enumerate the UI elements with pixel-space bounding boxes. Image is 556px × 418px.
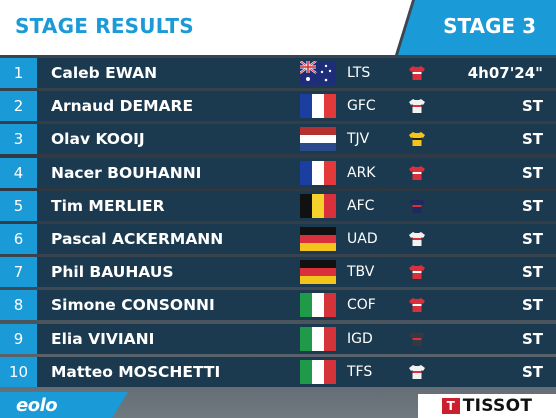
result-bar: Simone CONSONNI COF ST bbox=[37, 290, 556, 321]
rider-name: Arnaud DEMARE bbox=[51, 97, 194, 116]
tissot-logo: T TISSOT bbox=[418, 394, 556, 418]
team-code: LTS bbox=[347, 65, 371, 81]
france-flag-icon bbox=[300, 94, 336, 119]
rank-cell: 4 bbox=[0, 157, 37, 188]
rank-cell: 1 bbox=[0, 58, 37, 88]
table-row: 5 Tim MERLIER AFC ST bbox=[0, 190, 556, 221]
table-row: 1 Caleb EWAN LTS 4h07'24" bbox=[0, 58, 556, 88]
result-bar: Phil BAUHAUS TBV ST bbox=[37, 257, 556, 288]
result-bar: Nacer BOUHANNI ARK ST bbox=[37, 157, 556, 188]
jersey-red-icon bbox=[409, 265, 425, 280]
jersey-red-icon bbox=[409, 298, 425, 313]
rank-cell: 2 bbox=[0, 91, 37, 122]
stage-label: STAGE 3 bbox=[443, 14, 536, 38]
result-bar: Tim MERLIER AFC ST bbox=[37, 190, 556, 221]
result-time: ST bbox=[521, 296, 543, 315]
italy-flag-icon bbox=[300, 293, 336, 318]
team-code: ARK bbox=[347, 164, 376, 181]
rank-cell: 5 bbox=[0, 190, 37, 221]
result-time: ST bbox=[521, 163, 543, 182]
table-row: 2 Arnaud DEMARE GFC ST bbox=[0, 91, 556, 122]
jersey-yellow-icon bbox=[409, 132, 425, 147]
jersey-red-icon bbox=[409, 165, 425, 180]
rank-cell: 3 bbox=[0, 124, 37, 155]
result-bar: Caleb EWAN LTS 4h07'24" bbox=[37, 58, 556, 88]
rank-cell: 9 bbox=[0, 323, 37, 354]
team-code: COF bbox=[347, 297, 376, 314]
page-title: STAGE RESULTS bbox=[15, 14, 194, 38]
jersey-red-icon bbox=[409, 66, 425, 80]
rider-name: Simone CONSONNI bbox=[51, 296, 215, 315]
rider-name: Matteo MOSCHETTI bbox=[51, 362, 221, 381]
rank-cell: 10 bbox=[0, 356, 37, 387]
result-bar: Matteo MOSCHETTI TFS ST bbox=[37, 356, 556, 387]
table-row: 7 Phil BAUHAUS TBV ST bbox=[0, 257, 556, 288]
australia-flag-icon bbox=[300, 61, 336, 85]
italy-flag-icon bbox=[300, 326, 336, 351]
result-time: ST bbox=[521, 329, 543, 348]
team-code: IGD bbox=[347, 330, 373, 347]
rank-cell: 7 bbox=[0, 257, 37, 288]
team-code: GFC bbox=[347, 98, 376, 115]
table-row: 4 Nacer BOUHANNI ARK ST bbox=[0, 157, 556, 188]
rider-name: Caleb EWAN bbox=[51, 64, 158, 82]
netherlands-flag-icon bbox=[300, 127, 336, 152]
belgium-flag-icon bbox=[300, 193, 336, 218]
table-row: 8 Simone CONSONNI COF ST bbox=[0, 290, 556, 321]
result-time: ST bbox=[521, 130, 543, 149]
team-code: TBV bbox=[347, 264, 375, 281]
rider-name: Pascal ACKERMANN bbox=[51, 229, 224, 248]
jersey-white-icon bbox=[409, 231, 425, 246]
team-code: UAD bbox=[347, 230, 378, 247]
rider-name: Elia VIVIANI bbox=[51, 329, 155, 348]
result-bar: Arnaud DEMARE GFC ST bbox=[37, 91, 556, 122]
result-bar: Elia VIVIANI IGD ST bbox=[37, 323, 556, 354]
result-time: ST bbox=[521, 196, 543, 215]
result-bar: Pascal ACKERMANN UAD ST bbox=[37, 223, 556, 254]
team-code: TFS bbox=[347, 363, 373, 380]
result-time: ST bbox=[521, 362, 543, 381]
jersey-white-icon bbox=[409, 99, 425, 114]
table-row: 6 Pascal ACKERMANN UAD ST bbox=[0, 223, 556, 254]
result-time: ST bbox=[521, 229, 543, 248]
result-bar: Olav KOOIJ TJV ST bbox=[37, 124, 556, 155]
result-time: ST bbox=[521, 97, 543, 116]
rank-cell: 8 bbox=[0, 290, 37, 321]
result-time: 4h07'24" bbox=[467, 64, 543, 82]
france-flag-icon bbox=[300, 160, 336, 185]
rider-name: Phil BAUHAUS bbox=[51, 263, 174, 282]
stage-panel: STAGE 3 bbox=[398, 0, 556, 55]
jersey-white-icon bbox=[409, 364, 425, 379]
table-row: 10 Matteo MOSCHETTI TFS ST bbox=[0, 356, 556, 387]
jersey-navy-icon bbox=[409, 198, 425, 213]
rider-name: Tim MERLIER bbox=[51, 196, 165, 215]
eolo-logo: eolo bbox=[0, 392, 128, 418]
header-title-panel bbox=[0, 0, 412, 55]
table-row: 9 Elia VIVIANI IGD ST bbox=[0, 323, 556, 354]
results-table: 1 Caleb EWAN LTS 4h07'24" 2 Arnaud DEMARE GFC S… bbox=[0, 58, 556, 390]
germany-flag-icon bbox=[300, 260, 336, 285]
rank-cell: 6 bbox=[0, 223, 37, 254]
team-code: AFC bbox=[347, 197, 375, 214]
germany-flag-icon bbox=[300, 226, 336, 251]
table-row: 3 Olav KOOIJ TJV ST bbox=[0, 124, 556, 155]
team-code: TJV bbox=[347, 131, 370, 148]
jersey-dark-icon bbox=[409, 331, 425, 346]
italy-flag-icon bbox=[300, 359, 336, 384]
result-time: ST bbox=[521, 263, 543, 282]
rider-name: Nacer BOUHANNI bbox=[51, 163, 202, 182]
rider-name: Olav KOOIJ bbox=[51, 130, 145, 149]
